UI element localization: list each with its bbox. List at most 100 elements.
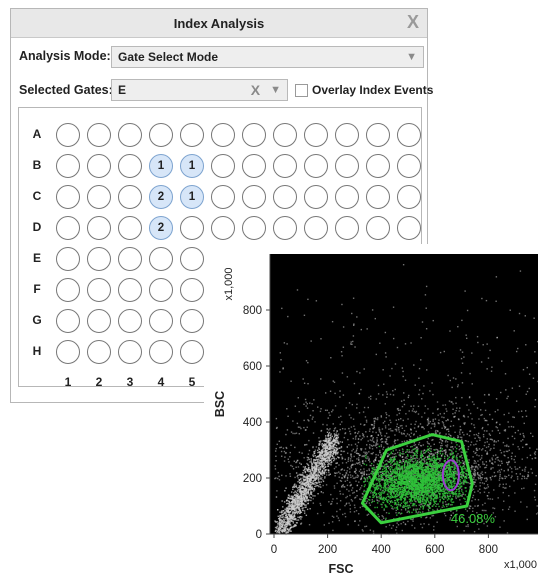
well-A11[interactable]: [366, 123, 390, 147]
well-D2[interactable]: [87, 216, 111, 240]
event-dot: [432, 412, 434, 415]
well-G2[interactable]: [87, 309, 111, 333]
well-D7[interactable]: [242, 216, 266, 240]
clear-icon[interactable]: X: [250, 82, 261, 98]
event-dot: [374, 512, 376, 514]
well-D8[interactable]: [273, 216, 297, 240]
overlay-index-events[interactable]: Overlay Index Events: [295, 83, 433, 97]
well-A4[interactable]: [149, 123, 173, 147]
well-A5[interactable]: [180, 123, 204, 147]
well-C2[interactable]: [87, 185, 111, 209]
well-C3[interactable]: [118, 185, 142, 209]
well-A3[interactable]: [118, 123, 142, 147]
well-D9[interactable]: [304, 216, 328, 240]
well-D11[interactable]: [366, 216, 390, 240]
event-dot: [470, 441, 473, 443]
event-dot: [403, 478, 405, 480]
well-F5[interactable]: [180, 278, 204, 302]
event-dot: [393, 491, 395, 493]
well-B7[interactable]: [242, 154, 266, 178]
well-B3[interactable]: [118, 154, 142, 178]
well-B6[interactable]: [211, 154, 235, 178]
event-dot: [315, 485, 317, 487]
event-dot: [435, 484, 437, 486]
well-B10[interactable]: [335, 154, 359, 178]
event-dot: [370, 464, 372, 467]
well-C9[interactable]: [304, 185, 328, 209]
well-D12[interactable]: [397, 216, 421, 240]
well-D5[interactable]: [180, 216, 204, 240]
well-E2[interactable]: [87, 247, 111, 271]
analysis-mode-dropdown[interactable]: Gate Select Mode ▼: [111, 46, 424, 68]
well-H3[interactable]: [118, 340, 142, 364]
well-C8[interactable]: [273, 185, 297, 209]
well-B2[interactable]: [87, 154, 111, 178]
well-D6[interactable]: [211, 216, 235, 240]
well-B1[interactable]: [56, 154, 80, 178]
well-B4[interactable]: 1: [149, 154, 173, 178]
well-H1[interactable]: [56, 340, 80, 364]
well-E5[interactable]: [180, 247, 204, 271]
well-B9[interactable]: [304, 154, 328, 178]
event-dot: [508, 449, 510, 451]
well-B5[interactable]: 1: [180, 154, 204, 178]
chevron-down-icon[interactable]: ▼: [270, 84, 281, 96]
close-icon[interactable]: X: [406, 12, 419, 32]
well-C11[interactable]: [366, 185, 390, 209]
event-dot: [328, 412, 330, 414]
well-A10[interactable]: [335, 123, 359, 147]
well-A1[interactable]: [56, 123, 80, 147]
well-C12[interactable]: [397, 185, 421, 209]
well-F1[interactable]: [56, 278, 80, 302]
well-E3[interactable]: [118, 247, 142, 271]
event-dot: [346, 484, 349, 487]
well-D4[interactable]: 2: [149, 216, 173, 240]
event-dot: [299, 509, 302, 511]
event-dot: [353, 425, 355, 427]
well-F3[interactable]: [118, 278, 142, 302]
well-A8[interactable]: [273, 123, 297, 147]
well-G3[interactable]: [118, 309, 142, 333]
well-D1[interactable]: [56, 216, 80, 240]
well-E4[interactable]: [149, 247, 173, 271]
event-dot: [497, 409, 499, 411]
well-C10[interactable]: [335, 185, 359, 209]
well-F2[interactable]: [87, 278, 111, 302]
well-G1[interactable]: [56, 309, 80, 333]
well-G5[interactable]: [180, 309, 204, 333]
event-dot: [322, 443, 325, 446]
well-F4[interactable]: [149, 278, 173, 302]
event-dot: [409, 439, 412, 441]
event-dot: [457, 453, 459, 455]
well-H2[interactable]: [87, 340, 111, 364]
event-dot: [502, 509, 504, 511]
well-B8[interactable]: [273, 154, 297, 178]
well-H4[interactable]: [149, 340, 173, 364]
well-C6[interactable]: [211, 185, 235, 209]
event-dot: [281, 474, 283, 477]
well-D3[interactable]: [118, 216, 142, 240]
well-G4[interactable]: [149, 309, 173, 333]
overlay-checkbox[interactable]: [295, 83, 308, 97]
well-C4[interactable]: 2: [149, 185, 173, 209]
event-dot: [421, 321, 424, 323]
event-dot: [278, 526, 281, 528]
event-dot: [431, 453, 433, 455]
well-C7[interactable]: [242, 185, 266, 209]
well-D10[interactable]: [335, 216, 359, 240]
selected-gates-dropdown[interactable]: E X ▼: [111, 79, 288, 101]
chevron-down-icon[interactable]: ▼: [406, 51, 417, 63]
well-A6[interactable]: [211, 123, 235, 147]
event-dot: [419, 461, 422, 463]
well-A9[interactable]: [304, 123, 328, 147]
well-A12[interactable]: [397, 123, 421, 147]
event-dot: [415, 508, 417, 510]
well-B12[interactable]: [397, 154, 421, 178]
well-A7[interactable]: [242, 123, 266, 147]
well-B11[interactable]: [366, 154, 390, 178]
well-C5[interactable]: 1: [180, 185, 204, 209]
well-E1[interactable]: [56, 247, 80, 271]
well-H5[interactable]: [180, 340, 204, 364]
well-C1[interactable]: [56, 185, 80, 209]
well-A2[interactable]: [87, 123, 111, 147]
